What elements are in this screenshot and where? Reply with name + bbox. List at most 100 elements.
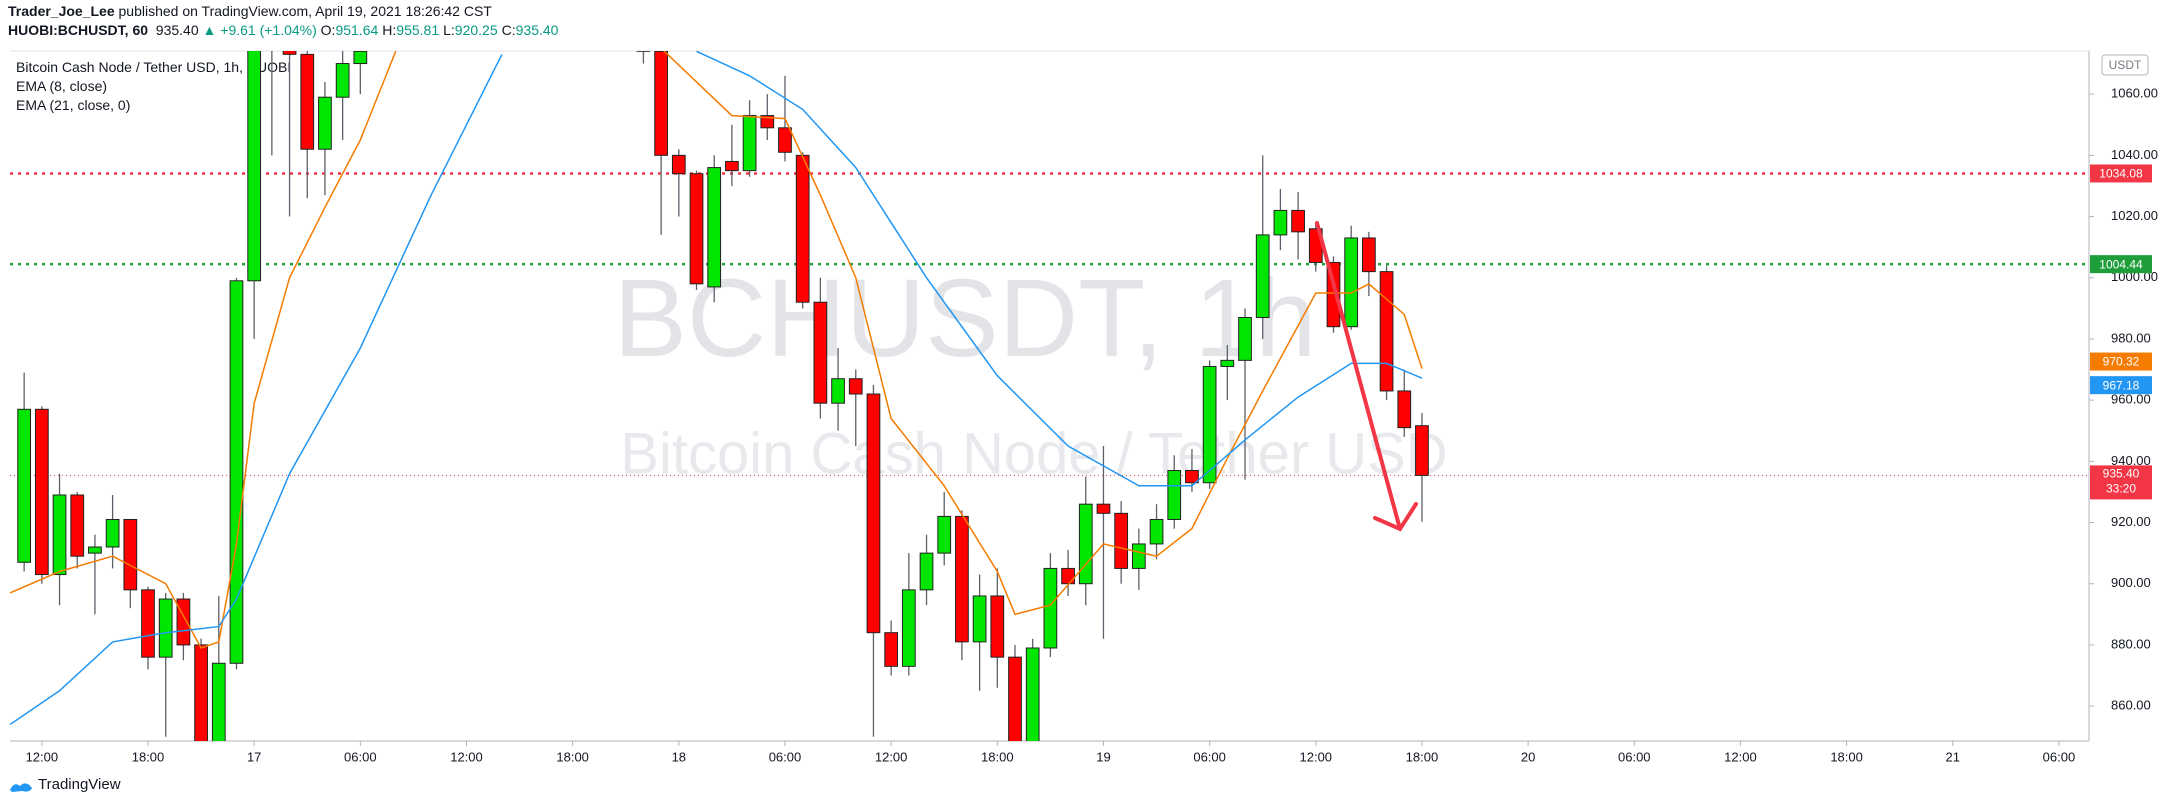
x-tick-label: 19 xyxy=(1096,749,1110,764)
candle-body xyxy=(1167,470,1182,520)
legend-ema8: EMA (8, close) xyxy=(16,78,108,94)
candle-body xyxy=(318,96,332,150)
candle-body xyxy=(1397,390,1412,429)
legend: Bitcoin Cash Node / Tether USD, 1h, HUOB… xyxy=(16,58,291,115)
candle-body xyxy=(1255,234,1270,319)
candle-body xyxy=(1291,209,1305,233)
x-tick-label: 20 xyxy=(1521,749,1535,764)
ema-line xyxy=(10,51,1423,726)
ohlc-label: H: xyxy=(382,22,397,38)
candle-body xyxy=(707,167,722,288)
candle-body xyxy=(1149,518,1164,545)
candle-body xyxy=(689,173,704,285)
last-price: 935.40 xyxy=(155,22,199,38)
change: ▲ +9.61 (+1.04%) xyxy=(202,22,317,38)
x-tick-label: 12:00 xyxy=(875,749,908,764)
x-tick-label: 06:00 xyxy=(1618,749,1651,764)
candle-body xyxy=(1273,209,1288,236)
candle-body xyxy=(17,408,32,563)
candle-body xyxy=(955,515,969,643)
x-tick-label: 18:00 xyxy=(1830,749,1863,764)
candle-body xyxy=(353,51,368,65)
header: Trader_Joe_Lee published on TradingView.… xyxy=(8,2,562,40)
candle-body xyxy=(1131,543,1146,569)
price-tag-label: 935.40 xyxy=(2103,467,2140,481)
legend-symbol: Bitcoin Cash Node / Tether USD, 1h, HUOB… xyxy=(16,59,292,75)
countdown: 33:20 xyxy=(2106,482,2136,496)
candle-body xyxy=(52,494,67,576)
candle-body xyxy=(884,632,899,667)
x-tick-label: 06:00 xyxy=(1193,749,1226,764)
candle-body xyxy=(1185,470,1199,484)
candle-body xyxy=(848,378,863,395)
price-tag-label: 967.18 xyxy=(2103,378,2140,392)
candle-body xyxy=(1025,647,1040,741)
x-tick-label: 12:00 xyxy=(26,749,59,764)
candle-body xyxy=(1114,512,1129,569)
x-tick-label: 18:00 xyxy=(132,749,165,764)
candle-body xyxy=(1202,365,1217,484)
candle-body xyxy=(1096,503,1111,514)
y-tick-label: 1060.00 xyxy=(2111,86,2158,101)
author: Trader_Joe_Lee xyxy=(8,3,115,19)
candle-body xyxy=(654,51,668,156)
candle-body xyxy=(1344,237,1359,328)
price-tag-label: 1004.44 xyxy=(2099,257,2143,271)
candle-body xyxy=(300,53,315,150)
ohlc-label: O: xyxy=(320,22,336,38)
ohlc-value: 920.25 xyxy=(454,22,498,38)
candle-body xyxy=(760,115,775,129)
candle-body xyxy=(742,115,757,172)
candle-body xyxy=(105,518,120,548)
candle-body xyxy=(229,280,244,664)
candle-body xyxy=(70,494,85,557)
price-tag-label: 970.32 xyxy=(2103,355,2140,369)
ohlc-label: C: xyxy=(501,22,516,38)
candle-body xyxy=(1362,237,1376,273)
candle-body xyxy=(1043,567,1058,649)
legend-ema21: EMA (21, close, 0) xyxy=(16,97,131,113)
arrow-drawing xyxy=(1315,221,1418,532)
ohlc-value: 935.40 xyxy=(515,22,559,38)
y-tick-label: 900.00 xyxy=(2111,575,2151,590)
y-tick-label: 1020.00 xyxy=(2111,208,2158,223)
candle-body xyxy=(158,598,173,658)
candle-body xyxy=(335,63,350,98)
unit-box xyxy=(2101,54,2149,76)
candle-body xyxy=(795,154,810,303)
candle-body xyxy=(1078,503,1093,585)
candle-body xyxy=(725,160,739,172)
y-tick-label: 940.00 xyxy=(2111,453,2151,468)
candle-body xyxy=(34,408,49,576)
candle-body xyxy=(866,393,881,634)
y-tick-label: 920.00 xyxy=(2111,514,2151,529)
candle-body xyxy=(247,51,262,282)
candle-body xyxy=(813,301,828,404)
y-tick-label: 1040.00 xyxy=(2111,147,2158,162)
y-tick-label: 980.00 xyxy=(2111,330,2151,345)
y-tick-label: 880.00 xyxy=(2111,636,2151,651)
candle-body xyxy=(88,546,102,554)
x-tick-label: 06:00 xyxy=(2043,749,2076,764)
candle-body xyxy=(1238,317,1252,361)
x-tick-label: 12:00 xyxy=(450,749,483,764)
candle-body xyxy=(211,662,226,741)
footer: TradingView xyxy=(38,776,121,793)
price-tag xyxy=(2090,255,2152,274)
x-tick-label: 12:00 xyxy=(1724,749,1757,764)
candle-body xyxy=(990,595,1005,658)
candle-body xyxy=(194,644,208,741)
publish-line: Trader_Joe_Lee published on TradingView.… xyxy=(8,2,562,21)
candle-body xyxy=(282,51,297,55)
candle-body xyxy=(671,154,686,175)
candle-body xyxy=(636,51,651,52)
candle-body xyxy=(176,598,191,646)
candle-body xyxy=(972,595,987,643)
x-tick-label: 18:00 xyxy=(981,749,1014,764)
symbol: HUOBI:BCHUSDT, 60 xyxy=(8,22,149,38)
logo xyxy=(10,783,32,792)
watermark: BCHUSDT, 1h xyxy=(614,257,1317,380)
ema-line xyxy=(10,51,1423,649)
